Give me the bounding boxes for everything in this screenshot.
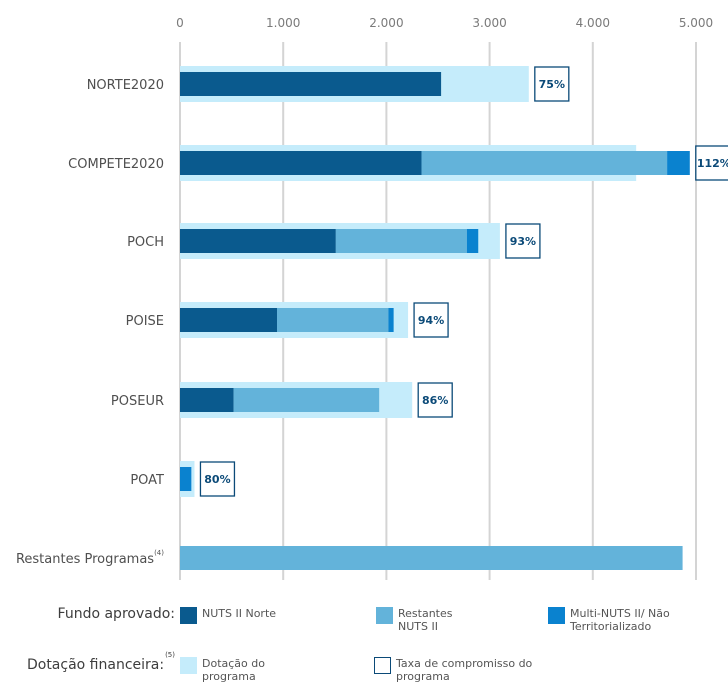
legend-swatch-multi-nuts: [548, 607, 565, 624]
legend-label-dotacao-programa: Dotação do programa: [202, 657, 265, 683]
bar-segment-series-2: [667, 151, 690, 175]
legend-item-restantes-nuts: Restantes NUTS II: [376, 607, 473, 633]
taxa-box: [199, 461, 236, 497]
category-label: Restantes Programas(4): [16, 549, 164, 567]
bar-segment-series-1: [421, 151, 668, 175]
x-tick-label: 1.000: [266, 16, 300, 30]
bar-segment-series-0: [180, 388, 234, 412]
bar-segment-series-0: [180, 151, 422, 175]
bar-segment-series-0: [180, 308, 278, 332]
legend-label-taxa-compromisso: Taxa de compromisso do programa: [396, 657, 533, 683]
category-label: POCH: [127, 235, 164, 250]
x-tick-label: 3.000: [472, 16, 506, 30]
legend-swatch-dotacao-programa: [180, 657, 197, 674]
legend-swatch-nuts-norte: [180, 607, 197, 624]
bar-segment-series-2: [466, 229, 479, 253]
bar-segment-series-1: [335, 229, 467, 253]
bar-segment-series-2: [388, 308, 394, 332]
legend-label-multi-nuts: Multi-NUTS II/ Não Territorializado: [570, 607, 670, 633]
legend-title-fundo: Fundo aprovado:: [57, 606, 175, 622]
bar-segment-series-1: [180, 546, 683, 570]
taxa-label: 75%: [539, 78, 565, 91]
legend-dotacao-financeira: Dotação financeira:(5) Dotação do progra…: [0, 651, 728, 697]
category-label: POAT: [130, 473, 164, 488]
taxa-label: 86%: [422, 394, 448, 407]
category-label: POISE: [126, 314, 164, 329]
category-label: COMPETE2020: [68, 157, 164, 172]
bar-segment-series-0: [180, 72, 442, 96]
taxa-label: 112%: [697, 157, 728, 170]
bar-segment-series-2: [180, 467, 192, 491]
taxa-box: [534, 66, 570, 102]
taxa-label: 93%: [510, 235, 536, 248]
legend-label-restantes-nuts: Restantes NUTS II: [398, 607, 453, 633]
category-label: NORTE2020: [87, 78, 164, 93]
legend-title-dotacao: Dotação financeira:(5): [26, 651, 175, 673]
x-tick-label: 2.000: [369, 16, 403, 30]
legend-label-nuts-norte: NUTS II Norte: [202, 607, 277, 620]
legend-fundo-aprovado: Fundo aprovado: NUTS II Norte Restantes …: [0, 606, 728, 646]
taxa-box: [417, 382, 453, 418]
bar-chart: 0 1.000 2.000 3.000 4.000 5.000 NORTE2020 75% CO…: [16, 16, 728, 580]
x-tick-label: 5.000: [679, 16, 713, 30]
taxa-label: 94%: [418, 314, 444, 327]
legend-item-dotacao-programa: Dotação do programa: [180, 657, 282, 683]
x-tick-label: 4.000: [576, 16, 610, 30]
bar-segment-series-0: [180, 229, 336, 253]
taxa-box: [695, 145, 728, 181]
legend-swatch-taxa-compromisso: [374, 657, 391, 674]
legend-item-taxa-compromisso: Taxa de compromisso do programa: [374, 657, 556, 683]
taxa-box: [505, 223, 541, 259]
legend-item-nuts-norte: NUTS II Norte: [180, 607, 302, 624]
category-label: POSEUR: [111, 394, 164, 409]
legend-swatch-restantes-nuts: [376, 607, 393, 624]
bar-segment-series-1: [277, 308, 389, 332]
taxa-box: [413, 302, 449, 338]
bar-segment-series-1: [233, 388, 380, 412]
taxa-label: 80%: [204, 473, 230, 486]
legend-item-multi-nuts: Multi-NUTS II/ Não Territorializado: [548, 607, 710, 633]
x-tick-label: 0: [176, 16, 184, 30]
